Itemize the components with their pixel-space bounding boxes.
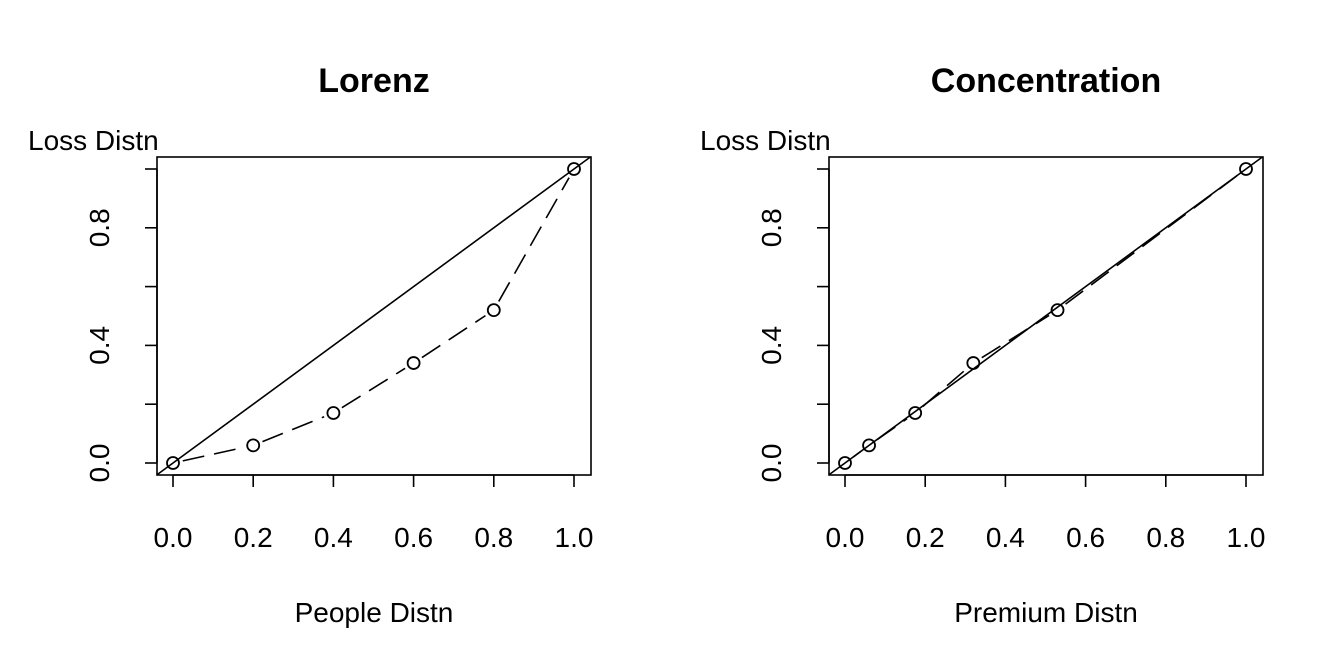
lorenz-series-segment [498, 177, 570, 302]
concentration-series-segment [876, 418, 908, 441]
concentration-data-point [966, 356, 981, 370]
concentration-data-point [862, 438, 876, 453]
concentration-series-segment [1065, 174, 1239, 305]
concentration-data-point [1050, 303, 1065, 318]
lorenz-data-point [567, 162, 581, 176]
lorenz-x-tick-label: 0.2 [234, 522, 273, 553]
concentration-x-tick-label: 0.8 [1146, 522, 1185, 553]
lorenz-x-tick-label: 0.4 [314, 522, 353, 553]
concentration-series-segment [922, 368, 967, 408]
lorenz-x-tick-label: 0.8 [474, 522, 513, 553]
lorenz-xlabel: People Distn [295, 597, 454, 628]
lorenz-series-segment [341, 367, 406, 409]
concentration-data-point [1239, 162, 1253, 176]
lorenz-y-tick-label: 0.4 [84, 326, 115, 365]
concentration-ylabel: Loss Distn [700, 125, 831, 156]
concentration-y-tick-label: 0.8 [756, 208, 787, 247]
lorenz-data-point [166, 456, 180, 470]
lorenz-series-segment [421, 314, 486, 359]
lorenz-x-tick-label: 1.0 [555, 522, 594, 553]
concentration-title: Concentration [931, 62, 1161, 100]
lorenz-title: Lorenz [318, 62, 429, 100]
concentration-y-tick-label: 0.0 [756, 444, 787, 483]
lorenz-y-tick-label: 0.8 [84, 208, 115, 247]
lorenz-data-point [246, 438, 261, 453]
lorenz-series-segment [262, 416, 325, 443]
lorenz-ylabel: Loss Distn [28, 125, 159, 156]
concentration-x-tick-label: 0.6 [1066, 522, 1105, 553]
lorenz-x-tick-label: 0.6 [394, 522, 433, 553]
concentration-xlabel: Premium Distn [954, 597, 1138, 628]
concentration-panel: Concentration Loss Distn Premium Distn 0… [700, 62, 1265, 628]
concentration-equality-line [828, 156, 1263, 476]
concentration-y-tick-label: 0.4 [756, 326, 787, 365]
lorenz-panel: Lorenz Loss Distn People Distn 0.0 0.2 0.4… [28, 62, 593, 628]
concentration-data-point [838, 456, 852, 470]
lorenz-equality-line [156, 156, 591, 476]
concentration-x-tick-label: 0.2 [906, 522, 945, 553]
lorenz-x-tick-label: 0.0 [154, 522, 193, 553]
lorenz-data-point [326, 406, 341, 420]
lorenz-data-point [406, 356, 421, 370]
concentration-x-tick-label: 1.0 [1227, 522, 1266, 553]
concentration-data-point [908, 406, 923, 420]
concentration-series-segment [852, 450, 862, 458]
lorenz-series-segment [182, 446, 244, 462]
concentration-series-segment [981, 314, 1050, 359]
lorenz-y-tick-label: 0.0 [84, 444, 115, 483]
concentration-x-tick-label: 0.4 [986, 522, 1025, 553]
concentration-x-tick-label: 0.0 [826, 522, 865, 553]
lorenz-data-point [486, 303, 501, 318]
